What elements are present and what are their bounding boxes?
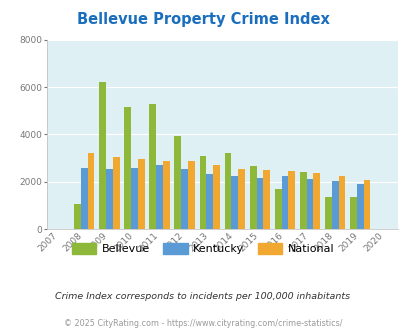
Bar — [263, 170, 269, 229]
Bar — [113, 157, 119, 229]
Bar — [99, 82, 106, 229]
Legend: Bellevue, Kentucky, National: Bellevue, Kentucky, National — [67, 239, 338, 258]
Bar — [174, 136, 181, 229]
Text: Crime Index corresponds to incidents per 100,000 inhabitants: Crime Index corresponds to incidents per… — [55, 292, 350, 301]
Bar — [162, 161, 169, 229]
Bar — [338, 176, 345, 229]
Bar — [299, 172, 306, 229]
Bar — [87, 153, 94, 229]
Bar — [231, 176, 238, 229]
Bar — [249, 167, 256, 229]
Text: Bellevue Property Crime Index: Bellevue Property Crime Index — [77, 12, 328, 26]
Bar — [324, 197, 331, 229]
Bar — [181, 169, 188, 229]
Bar — [106, 169, 113, 229]
Bar — [363, 180, 369, 229]
Bar — [274, 189, 281, 229]
Bar — [349, 197, 356, 229]
Text: © 2025 CityRating.com - https://www.cityrating.com/crime-statistics/: © 2025 CityRating.com - https://www.city… — [64, 319, 341, 328]
Bar — [306, 179, 313, 229]
Bar — [188, 161, 194, 229]
Bar — [313, 173, 320, 229]
Bar — [331, 182, 338, 229]
Bar — [256, 178, 263, 229]
Bar — [74, 205, 81, 229]
Bar — [356, 183, 363, 229]
Bar — [81, 168, 87, 229]
Bar — [149, 104, 156, 229]
Bar — [124, 107, 131, 229]
Bar — [288, 171, 294, 229]
Bar — [281, 176, 288, 229]
Bar — [224, 153, 231, 229]
Bar — [206, 174, 213, 229]
Bar — [156, 165, 162, 229]
Bar — [213, 165, 220, 229]
Bar — [138, 159, 144, 229]
Bar — [131, 168, 138, 229]
Bar — [238, 169, 244, 229]
Bar — [199, 156, 206, 229]
